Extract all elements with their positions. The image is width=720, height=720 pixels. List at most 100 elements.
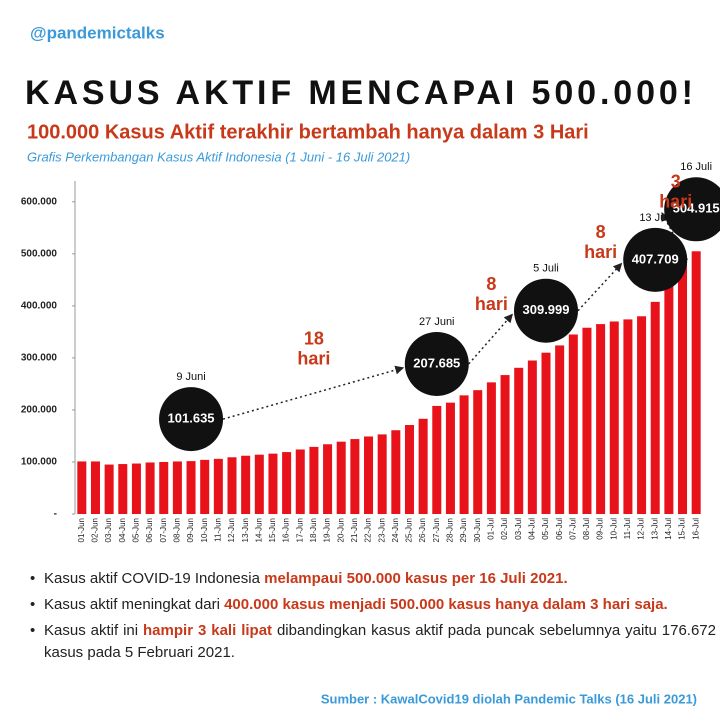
date-label: 16 Juli (680, 161, 712, 173)
x-tick-label: 28-Jun (446, 518, 455, 542)
value-label: 504.915 (673, 201, 720, 216)
x-tick-label: 09-Jul (596, 518, 605, 540)
bullets: • Kasus aktif COVID-19 Indonesia melampau… (30, 568, 716, 668)
y-tick-label: 500.000 (21, 248, 58, 259)
connector-arrow (468, 313, 513, 365)
x-tick-label: 24-Jun (391, 518, 400, 542)
date-label: 9 Juni (176, 371, 205, 383)
bar (268, 453, 278, 514)
bar (186, 461, 196, 514)
bar (295, 449, 305, 514)
bar (637, 316, 647, 514)
x-tick-label: 18-Jun (309, 518, 318, 542)
bar (159, 461, 169, 514)
x-tick-label: 25-Jun (405, 518, 414, 542)
text-run: Kasus aktif ini (44, 622, 144, 639)
x-tick-label: 02-Jul (500, 518, 509, 540)
x-tick-label: 08-Jul (582, 518, 591, 540)
x-tick-label: 10-Jul (609, 518, 618, 540)
handle: @pandemictalks (30, 23, 165, 42)
text-run: melampaui 500.000 kasus per 16 Juli 2021… (264, 570, 568, 587)
bar (623, 319, 633, 514)
x-tick-label: 14-Jun (254, 518, 263, 542)
bullet: • Kasus aktif ini hampir 3 kali lipat dib… (30, 620, 716, 664)
x-tick-label: 30-Jun (473, 518, 482, 542)
bar (527, 360, 537, 514)
x-tick-label: 04-Jun (118, 518, 127, 542)
bar (200, 459, 210, 514)
text-run: Kasus aktif COVID-19 Indonesia (44, 570, 265, 587)
date-label: 5 Juli (533, 263, 559, 275)
x-tick-label: 13-Jul (650, 518, 659, 540)
x-tick-label: 06-Jul (555, 518, 564, 540)
y-tick-label: 400.000 (21, 301, 58, 312)
x-tick-label: 13-Jun (241, 518, 250, 542)
bullet-dot: • (30, 570, 36, 587)
date-label: 13 Juli (639, 212, 671, 224)
x-tick-label: 02-Jun (91, 518, 100, 542)
bar (609, 321, 619, 514)
x-tick-label: 19-Jun (323, 518, 332, 542)
value-label: 101.635 (168, 411, 215, 426)
bar (664, 284, 674, 514)
connector-arrow (577, 262, 623, 312)
y-tick-label: 600.000 (21, 196, 58, 207)
bar (432, 405, 442, 514)
x-tick-label: 03-Jun (104, 518, 113, 542)
bar (90, 461, 100, 514)
bullet-text: Kasus aktif meningkat dari 400.000 kasus… (44, 594, 668, 616)
value-bubble (404, 331, 469, 396)
interval-unit: hari (659, 191, 692, 211)
caption: Grafis Perkembangan Kasus Aktif Indonesi… (27, 149, 410, 164)
interval-number: 8 (486, 274, 496, 294)
value-bubble (159, 387, 224, 452)
x-tick-label: 27-Jun (432, 518, 441, 542)
y-tick-label: - (54, 509, 57, 520)
y-tick-label: 300.000 (21, 353, 58, 364)
bar (377, 434, 387, 514)
x-tick-label: 11-Jun (213, 518, 222, 542)
x-tick-label: 21-Jun (350, 518, 359, 542)
text-run: Kasus aktif meningkat dari (44, 596, 225, 613)
bar (241, 455, 251, 514)
bullet-dot: • (30, 596, 36, 613)
bullet: • Kasus aktif COVID-19 Indonesia melampau… (30, 568, 716, 590)
interval-number: 18 (304, 328, 324, 348)
bar (364, 436, 374, 514)
x-tick-label: 14-Jul (664, 518, 673, 540)
value-bubble (623, 227, 688, 292)
subtitle: 100.000 Kasus Aktif terakhir bertambah h… (27, 121, 589, 143)
x-tick-label: 04-Jul (527, 518, 536, 540)
chart-title: KASUS AKTIF MENCAPAI 500.000! (25, 74, 693, 112)
bullet-text: Kasus aktif ini hampir 3 kali lipat diba… (44, 620, 716, 664)
bar (131, 463, 141, 514)
bar (391, 430, 401, 514)
value-bubble (664, 177, 720, 242)
text-run: hampir 3 kali lipat (143, 622, 273, 639)
text-run: dibandingkan kasus aktif pada puncak seb… (44, 622, 716, 661)
bar (309, 446, 319, 514)
x-tick-label: 16-Jul (691, 518, 700, 540)
x-tick-label: 29-Jun (459, 518, 468, 542)
x-tick-label: 20-Jun (336, 518, 345, 542)
bar (404, 425, 414, 514)
x-tick-label: 12-Jun (227, 518, 236, 542)
x-tick-label: 12-Jul (637, 518, 646, 540)
bar (678, 264, 688, 514)
bullet: • Kasus aktif meningkat dari 400.000 kasu… (30, 594, 716, 616)
x-tick-label: 11-Jul (623, 518, 632, 539)
x-tick-label: 08-Jun (173, 518, 182, 542)
x-tick-label: 05-Jun (132, 518, 141, 542)
bar (282, 452, 292, 514)
bar (172, 461, 182, 514)
x-tick-label: 07-Jul (568, 518, 577, 540)
connector-arrow (222, 365, 405, 420)
x-tick-label: 26-Jun (418, 518, 427, 542)
x-tick-label: 01-Jul (487, 518, 496, 540)
x-tick-label: 03-Jul (514, 518, 523, 540)
bar (350, 439, 360, 514)
interval-number: 8 (596, 222, 606, 242)
bar (254, 454, 264, 514)
value-bubble (514, 278, 578, 343)
